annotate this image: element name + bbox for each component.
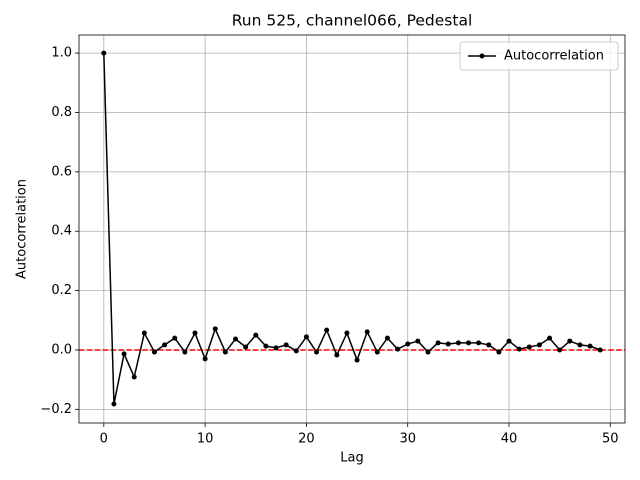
x-tick-label: 40 (501, 432, 518, 447)
point (445, 341, 451, 347)
point (587, 343, 593, 349)
plot-frame (78, 34, 626, 424)
point (202, 356, 208, 362)
legend-marker (479, 53, 485, 59)
y-tick-label: 0.2 (51, 283, 72, 298)
point (536, 342, 542, 348)
legend: Autocorrelation (459, 41, 619, 71)
point (577, 342, 583, 348)
x-tick-label: 0 (100, 432, 108, 447)
point (334, 352, 340, 358)
y-tick-label: 0.4 (51, 224, 72, 239)
point (121, 351, 127, 357)
y-tick-label: 0.6 (51, 164, 72, 179)
point (425, 349, 431, 355)
point (597, 347, 603, 353)
x-tick-label: 30 (399, 432, 416, 447)
point (212, 326, 218, 332)
point (182, 349, 188, 355)
point (283, 342, 289, 348)
point (263, 343, 269, 349)
x-tick-label: 10 (197, 432, 214, 447)
point (567, 338, 573, 344)
point (253, 332, 259, 338)
point (384, 335, 390, 341)
point (222, 349, 228, 355)
point (243, 344, 249, 350)
point (526, 344, 532, 350)
point (496, 349, 502, 355)
y-tick-label: 1.0 (51, 46, 72, 61)
point (405, 341, 411, 347)
point (455, 340, 461, 346)
point (364, 329, 370, 335)
point (192, 330, 198, 336)
point (516, 346, 522, 352)
legend-label: Autocorrelation (504, 49, 604, 64)
point (151, 349, 157, 355)
point (374, 349, 380, 355)
point (101, 50, 107, 56)
y-axis-label: Autocorrelation (15, 179, 30, 279)
point (465, 340, 471, 346)
point (293, 348, 299, 354)
point (314, 349, 320, 355)
y-tick-label: −0.2 (40, 402, 72, 417)
point (141, 330, 147, 336)
point (557, 347, 563, 353)
point (354, 357, 360, 363)
point (324, 327, 330, 333)
point (506, 338, 512, 344)
x-tick-label: 50 (602, 432, 619, 447)
point (131, 374, 137, 380)
point (111, 401, 117, 407)
point (344, 330, 350, 336)
legend-box (459, 41, 619, 71)
point (303, 334, 309, 340)
point (435, 340, 441, 346)
point (273, 345, 279, 351)
y-tick-label: 0.0 (51, 342, 72, 357)
point (233, 336, 239, 342)
point (415, 338, 421, 344)
point (395, 346, 401, 352)
y-tick-label: 0.8 (51, 105, 72, 120)
point (547, 335, 553, 341)
point (476, 340, 482, 346)
chart-title: Run 525, channel066, Pedestal (232, 12, 473, 30)
point (172, 335, 178, 341)
x-tick-label: 20 (298, 432, 315, 447)
point (486, 342, 492, 348)
point (162, 342, 168, 348)
x-axis-label: Lag (340, 451, 363, 466)
